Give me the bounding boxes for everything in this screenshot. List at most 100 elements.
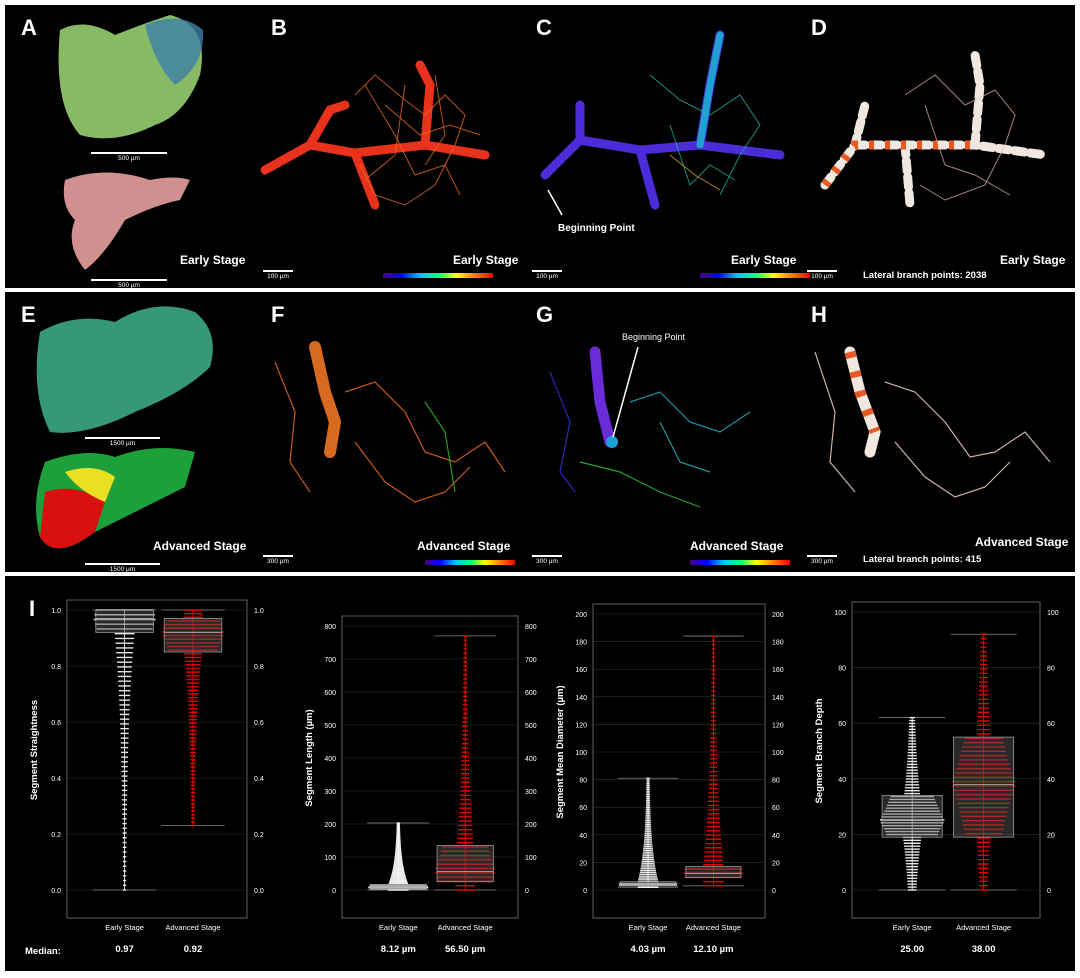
y-tick-label-right: 180: [772, 640, 784, 647]
tissue-render-image: [58, 15, 204, 270]
beginning-point-label: Beginning Point: [622, 332, 686, 342]
panel-g: G Beginning Point 300 µm Advanced Stage: [520, 292, 795, 572]
scale-bar: 1500 µm: [85, 563, 160, 573]
y-tick-label: 40: [838, 777, 846, 784]
y-tick-label: 200: [575, 612, 587, 619]
median-value: 0.92: [184, 944, 203, 955]
scale-bar: 500 µm: [91, 152, 167, 162]
y-tick-label-right: 40: [772, 833, 780, 840]
y-tick-label: 0.6: [51, 720, 61, 727]
x-tick-label: Early Stage: [893, 923, 932, 932]
branch-points-label: Lateral branch points: 415: [863, 554, 982, 565]
chart-frame: [66, 599, 248, 919]
panel-f: F 300 µm Advanced Stage: [255, 292, 520, 572]
y-tick-label-right: 40: [1047, 777, 1055, 784]
y-tick-label-right: 100: [525, 855, 537, 862]
y-tick-label: 100: [575, 750, 587, 757]
y-tick-label-right: 600: [525, 690, 537, 697]
x-tick-label: Early Stage: [379, 923, 418, 932]
y-tick-label-right: 80: [1047, 666, 1055, 673]
stage-label: Early Stage: [180, 253, 246, 267]
y-axis-label: Segment Mean Diameter (µm): [555, 685, 566, 818]
figure-row-early: A 500 µm 500 µm Early Stage B 100 µm Ear…: [5, 5, 1075, 289]
y-tick-label-right: 1.0: [254, 608, 264, 615]
stage-label: Advanced Stage: [975, 535, 1069, 549]
panel-e: E 1500 µm 1500 µm Advanced Stage: [5, 292, 255, 573]
panel-letter: B: [271, 15, 287, 40]
y-tick-label-right: 20: [772, 860, 780, 867]
y-tick-label-right: 200: [525, 822, 537, 829]
tissue-render-image: [36, 306, 213, 549]
panel-letter: H: [811, 302, 827, 327]
figure-row-charts: I 0.0 0.0 0.2 0.2 0.4 0.4 0.6 0.6 0.8 0.8 1.0 1.0 Se…: [5, 576, 1075, 971]
y-tick-label: 40: [579, 833, 587, 840]
y-tick-label: 0.4: [51, 776, 61, 783]
vessel-render-image: [540, 30, 785, 216]
y-tick-label: 0: [842, 888, 846, 895]
box: [685, 866, 742, 878]
vessel-render-image: [274, 341, 506, 503]
y-tick-label-right: 140: [772, 695, 784, 702]
y-tick-label: 20: [838, 832, 846, 839]
stage-label: Early Stage: [731, 253, 797, 267]
box: [163, 618, 223, 653]
y-tick-label-right: 800: [525, 624, 537, 631]
box: [95, 609, 154, 633]
panel-letter: G: [536, 302, 554, 327]
y-tick-label-right: 0.0: [254, 888, 264, 895]
box: [881, 795, 943, 838]
panel-letter: I: [29, 596, 36, 621]
branch-points-label: Lateral branch points: 2038: [863, 270, 987, 281]
y-tick-label: 500: [324, 723, 336, 730]
y-tick-label: 700: [324, 657, 336, 664]
y-tick-label-right: 0: [772, 888, 776, 895]
stage-label: Advanced Stage: [690, 539, 784, 553]
scale-bar: 1500 µm: [85, 437, 160, 447]
color-scale-bar: [690, 560, 790, 565]
chart-frame: [592, 603, 766, 919]
median-value: 4.03 µm: [631, 944, 666, 955]
y-tick-label: 0: [332, 888, 336, 895]
scale-bar: 500 µm: [91, 279, 167, 289]
x-tick-label: Early Stage: [629, 923, 668, 932]
y-tick-label: 200: [324, 822, 336, 829]
color-scale-bar: [425, 560, 515, 565]
median-label: Median:: [25, 946, 61, 957]
scale-bar: 100 µm: [532, 270, 562, 280]
box: [953, 736, 1015, 838]
panel-d: D 100 µm Lateral branch points: 2038 Ear…: [795, 5, 1075, 288]
y-tick-label: 600: [324, 690, 336, 697]
y-tick-label-right: 100: [772, 750, 784, 757]
color-scale-bar: [700, 273, 810, 278]
y-tick-label: 400: [324, 756, 336, 763]
y-tick-label-right: 0.4: [254, 776, 264, 783]
y-tick-label: 0: [583, 888, 587, 895]
y-tick-label: 0.2: [51, 832, 61, 839]
y-tick-label-right: 0: [1047, 888, 1051, 895]
y-tick-label-right: 400: [525, 756, 537, 763]
y-tick-label: 1.0: [51, 608, 61, 615]
y-tick-label-right: 0.2: [254, 832, 264, 839]
y-tick-label-right: 700: [525, 657, 537, 664]
y-tick-label: 140: [575, 695, 587, 702]
panel-b: B 100 µm Early Stage: [255, 5, 520, 288]
y-tick-label: 100: [834, 610, 846, 617]
median-value: 8.12 µm: [381, 944, 416, 955]
panel-c: C Beginning Point 100 µm Early Stage: [520, 5, 810, 288]
box: [620, 881, 676, 887]
y-tick-label: 60: [838, 721, 846, 728]
chart-frame: [341, 615, 519, 919]
y-tick-label-right: 120: [772, 722, 784, 729]
y-tick-label-right: 0: [525, 888, 529, 895]
y-tick-label: 0.0: [51, 888, 61, 895]
stage-label: Advanced Stage: [153, 539, 247, 553]
y-tick-label-right: 160: [772, 667, 784, 674]
vessel-render-image: [549, 346, 751, 508]
stage-label: Early Stage: [1000, 253, 1066, 267]
y-tick-label-right: 60: [1047, 721, 1055, 728]
median-value: 56.50 µm: [445, 944, 485, 955]
y-tick-label-right: 60: [772, 805, 780, 812]
vessel-render-image: [260, 60, 490, 210]
box: [369, 883, 427, 890]
scale-bar: 300 µm: [263, 555, 293, 565]
